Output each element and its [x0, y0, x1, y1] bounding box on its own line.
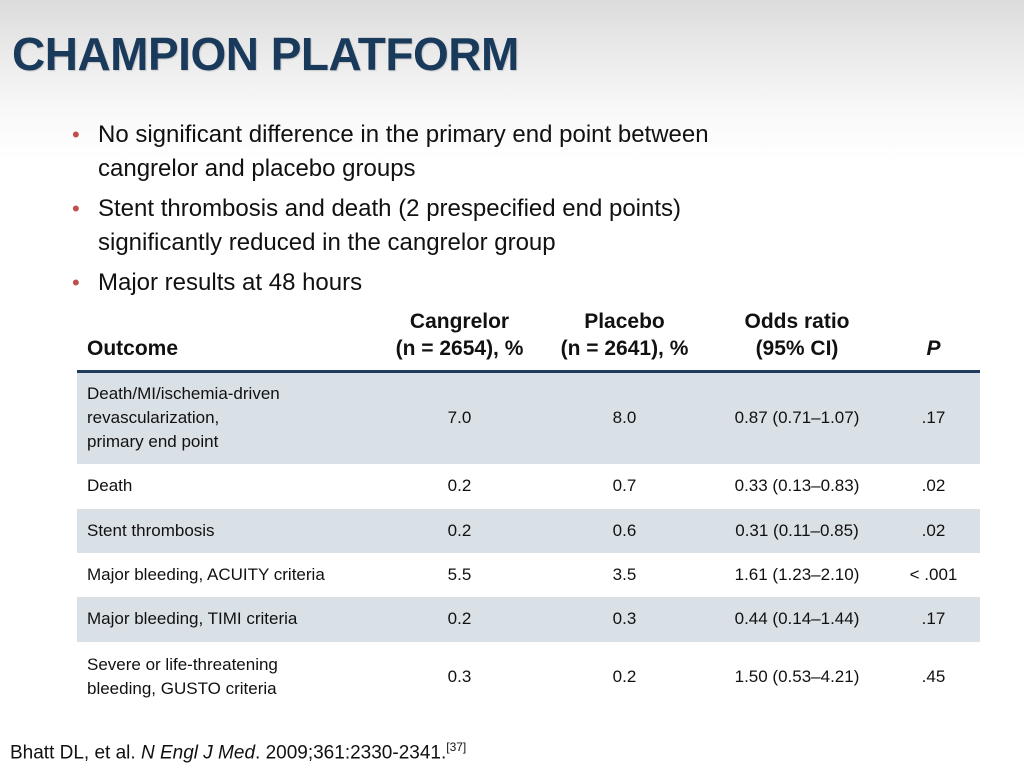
cell-odds-ratio: 1.50 (0.53–4.21) [734, 666, 860, 686]
cell-outcome-line: Major bleeding, ACUITY criteria [87, 564, 325, 584]
header-cangrelor-label: Cangrelor [409, 310, 510, 333]
cell-outcome-line: Stent thrombosis [87, 520, 215, 540]
cell-odds-ratio: 1.61 (1.23–2.10) [734, 564, 860, 584]
results-table: Outcome Cangrelor (n = 2654), % Placebo (n… [77, 302, 980, 712]
table-row: Death/MI/ischemia-driven revascularizati… [77, 371, 980, 464]
citation-journal: N Engl J Med [140, 742, 256, 764]
bullet-item: • Stent thrombosis and death (2 prespeci… [70, 192, 970, 260]
cell-outcome-line: Severe or life-threatening [87, 654, 278, 674]
header-odds-ci: (95% CI) [755, 337, 839, 360]
citation-authors: Bhatt DL, et al. [10, 742, 141, 764]
bullet-marker-icon: • [72, 122, 80, 147]
cell-cangrelor: 7.0 [377, 371, 542, 464]
citation: Bhatt DL, et al. N Engl J Med. 2009;361:… [10, 740, 466, 764]
cell-outcome-line: Major bleeding, TIMI criteria [87, 609, 298, 628]
table-row: Death 0.2 0.7 0.33 (0.13–0.83) .02 [77, 464, 980, 509]
cell-cangrelor: 5.5 [447, 564, 472, 584]
header-p-value: P [887, 302, 980, 373]
bullet-marker-icon: • [72, 196, 80, 221]
cell-outcome-line: revascularization, [87, 408, 220, 428]
cell-p-value: .45 [921, 666, 946, 686]
cell-outcome-line: primary end point [87, 432, 219, 452]
slide-title: CHAMPION PLATFORM [12, 28, 519, 80]
cell-p-value: < .001 [909, 564, 958, 584]
cell-placebo: 8.0 [542, 371, 707, 464]
cell-placebo: 0.6 [542, 508, 707, 553]
cell-odds-ratio: 0.31 (0.11–0.85) [707, 508, 887, 553]
header-odds-ratio: Odds ratio (95% CI) [707, 302, 887, 373]
cell-odds-ratio: 0.33 (0.13–0.83) [734, 476, 860, 495]
cell-outcome: Death/MI/ischemia-driven revascularizati… [77, 371, 377, 464]
header-placebo-label: Placebo [584, 310, 665, 333]
bullet-text-line: No significant difference in the primary… [98, 121, 709, 148]
citation-reference: [37] [446, 740, 467, 754]
table-row: Major bleeding, TIMI criteria 0.2 0.3 0.… [77, 596, 980, 642]
cell-outcome: Major bleeding, TIMI criteria [77, 596, 377, 642]
cell-odds-ratio: 0.44 (0.14–1.44) [707, 596, 887, 642]
bullet-text-line: Major results at 48 hours [98, 269, 363, 296]
bullet-item: • No significant difference in the prima… [70, 118, 970, 186]
header-cangrelor: Cangrelor (n = 2654), % [377, 302, 542, 373]
cell-cangrelor: 0.3 [447, 666, 472, 686]
bullet-marker-icon: • [72, 270, 80, 295]
cell-odds-ratio: 0.87 (0.71–1.07) [707, 371, 887, 464]
header-placebo: Placebo (n = 2641), % [542, 302, 707, 373]
header-p-label: P [926, 337, 941, 360]
table-row: Severe or life-threatening bleeding, GUS… [77, 642, 980, 712]
cell-outcome-line: bleeding, GUSTO criteria [87, 678, 277, 698]
header-odds-label: Odds ratio [744, 310, 850, 333]
bullet-text-line: significantly reduced in the cangrelor g… [98, 229, 556, 256]
table-row: Major bleeding, ACUITY criteria 5.5 3.5 … [77, 553, 980, 597]
header-placebo-n: (n = 2641), % [560, 337, 689, 360]
cell-outcome: Major bleeding, ACUITY criteria [77, 553, 377, 597]
cell-outcome-line: Death/MI/ischemia-driven [87, 384, 280, 404]
cell-p-value: .17 [887, 596, 980, 642]
header-cangrelor-n: (n = 2654), % [395, 337, 524, 360]
cell-cangrelor: 0.2 [377, 508, 542, 553]
cell-placebo: 3.5 [612, 564, 637, 584]
bullet-text-line: Stent thrombosis and death (2 prespecifi… [98, 195, 682, 222]
cell-p-value: .02 [921, 476, 946, 495]
cell-outcome: Stent thrombosis [77, 508, 377, 553]
cell-placebo: 0.3 [542, 596, 707, 642]
cell-outcome-line: Death [87, 476, 133, 495]
cell-outcome: Severe or life-threatening bleeding, GUS… [77, 642, 377, 712]
bullet-list: • No significant difference in the prima… [70, 118, 970, 306]
cell-placebo: 0.2 [612, 666, 637, 686]
cell-outcome: Death [77, 464, 377, 509]
bullet-item: • Major results at 48 hours [70, 266, 970, 300]
table-header-row: Outcome Cangrelor (n = 2654), % Placebo (n… [77, 302, 980, 373]
citation-details: . 2009;361:2330-2341. [255, 742, 447, 764]
cell-placebo: 0.7 [612, 476, 637, 495]
cell-p-value: .02 [887, 508, 980, 553]
cell-p-value: .17 [887, 371, 980, 464]
cell-cangrelor: 0.2 [377, 596, 542, 642]
header-outcome: Outcome [77, 302, 377, 373]
cell-cangrelor: 0.2 [447, 476, 472, 495]
table-row: Stent thrombosis 0.2 0.6 0.31 (0.11–0.85… [77, 508, 980, 553]
bullet-text-line: cangrelor and placebo groups [98, 155, 416, 182]
